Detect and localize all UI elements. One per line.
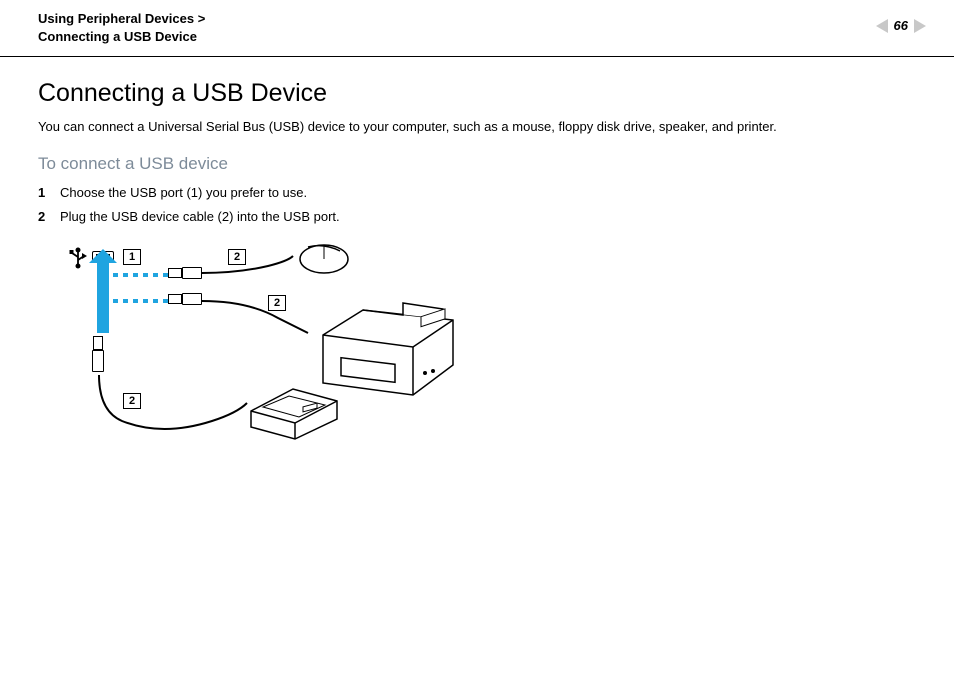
usb-plug-icon [92, 336, 106, 374]
breadcrumb-section: Using Peripheral Devices [38, 11, 194, 26]
next-page-arrow-icon[interactable] [914, 19, 926, 33]
dotted-guide [113, 299, 168, 303]
usb-connection-diagram: 1 2 2 2 [68, 241, 498, 461]
usb-symbol-icon [68, 247, 88, 269]
step-number: 1 [38, 184, 60, 202]
page-title: Connecting a USB Device [38, 79, 916, 108]
floppy-drive-icon [243, 381, 343, 441]
page-number-nav: 66 [876, 18, 926, 33]
usb-plug-icon [168, 267, 202, 279]
step-number: 2 [38, 208, 60, 226]
callout-port: 1 [123, 249, 141, 265]
step-text: Choose the USB port (1) you prefer to us… [60, 184, 307, 202]
breadcrumb: Using Peripheral Devices > Connecting a … [38, 10, 924, 46]
breadcrumb-page: Connecting a USB Device [38, 29, 197, 44]
cable-icon [92, 371, 252, 441]
usb-plug-icon [168, 293, 202, 305]
step-text: Plug the USB device cable (2) into the U… [60, 208, 340, 226]
cable-icon [198, 293, 318, 343]
step-list: 1 Choose the USB port (1) you prefer to … [38, 184, 916, 226]
prev-page-arrow-icon[interactable] [876, 19, 888, 33]
mouse-device-icon [290, 241, 350, 277]
page: Using Peripheral Devices > Connecting a … [0, 0, 954, 674]
intro-paragraph: You can connect a Universal Serial Bus (… [38, 118, 916, 136]
content-area: Connecting a USB Device You can connect … [0, 57, 954, 461]
insertion-arrow-icon [97, 263, 109, 333]
page-header: Using Peripheral Devices > Connecting a … [0, 0, 954, 56]
dotted-guide [113, 273, 168, 277]
step-item: 1 Choose the USB port (1) you prefer to … [38, 184, 916, 202]
procedure-heading: To connect a USB device [38, 154, 916, 174]
cable-icon [198, 251, 298, 281]
step-item: 2 Plug the USB device cable (2) into the… [38, 208, 916, 226]
breadcrumb-separator: > [198, 11, 206, 26]
page-number: 66 [894, 18, 908, 33]
